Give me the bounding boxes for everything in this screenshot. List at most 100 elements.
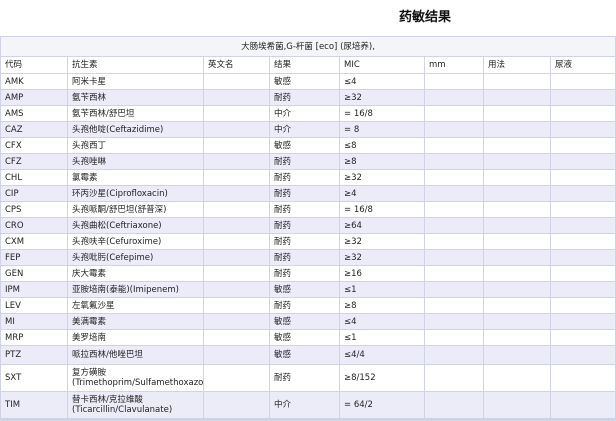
result-cell: 敏感: [270, 330, 339, 345]
mm-cell: [425, 154, 483, 169]
code-cell: GEN: [1, 266, 67, 281]
result-row: MRP 美罗培南 敏感 ≤1: [1, 330, 615, 345]
result-row: AMS 氨苄西林/舒巴坦 中介 = 16/8: [1, 106, 615, 121]
mic-cell: ≥4: [340, 186, 424, 201]
urine-cell: [551, 266, 615, 281]
result-row: FEP 头孢吡肟(Cefepime) 耐药 ≥32: [1, 250, 615, 265]
mic-cell: ≥32: [340, 90, 424, 105]
usage-cell: [484, 218, 550, 233]
antibiotic-english: (Trimethoprim/Sulfamethoxazole): [72, 378, 203, 388]
antibiotic-cell: 美满霉素: [68, 314, 203, 329]
code-cell: MRP: [1, 330, 67, 345]
usage-cell: [484, 330, 550, 345]
mm-cell: [425, 106, 483, 121]
result-cell: 敏感: [270, 314, 339, 329]
column-header: 代码: [1, 57, 67, 73]
usage-cell: [484, 266, 550, 281]
result-row: CFX 头孢西丁 敏感 ≤8: [1, 138, 615, 153]
result-row: CXM 头孢呋辛(Cefuroxime) 耐药 ≥32: [1, 234, 615, 249]
result-cell: 中介: [270, 392, 339, 418]
code-cell: IPM: [1, 282, 67, 297]
usage-cell: [484, 186, 550, 201]
mm-cell: [425, 282, 483, 297]
antibiotic-cell: 替卡西林/克拉维酸 (Ticarcillin/Clavulanate): [68, 392, 203, 418]
urine-cell: [551, 365, 615, 391]
antibiotic-cell: 阿米卡星: [68, 74, 203, 89]
urine-cell: [551, 282, 615, 297]
result-row: TIM 替卡西林/克拉维酸 (Ticarcillin/Clavulanate) 中介 =…: [1, 392, 615, 418]
antibiotic-name: 阿米卡星: [72, 76, 107, 87]
mm-cell: [425, 266, 483, 281]
column-header: 英文名: [204, 57, 269, 73]
english-name-cell: [204, 106, 269, 121]
english-name-cell: [204, 234, 269, 249]
urine-cell: [551, 202, 615, 217]
mic-cell: ≤1: [340, 330, 424, 345]
usage-cell: [484, 282, 550, 297]
antibiotic-name: 氨苄西林/舒巴坦: [72, 108, 135, 119]
code-cell: CFX: [1, 138, 67, 153]
code-cell: AMK: [1, 74, 67, 89]
urine-cell: [551, 170, 615, 185]
mm-cell: [425, 346, 483, 364]
urine-cell: [551, 106, 615, 121]
results-table: 大肠埃希菌,G-杆菌 [eco] (尿培养), 代码 抗生素 英文名 结果 MIC mm 用…: [0, 36, 616, 419]
mm-cell: [425, 392, 483, 418]
antibiotic-cell: 亚胺培南(泰能)(Imipenem): [68, 282, 203, 297]
usage-cell: [484, 365, 550, 391]
usage-cell: [484, 122, 550, 137]
result-cell: 中介: [270, 106, 339, 121]
antibiotic-cell: 哌拉西林/他唑巴坦: [68, 346, 203, 364]
english-name-cell: [204, 186, 269, 201]
column-header: 抗生素: [68, 57, 203, 73]
english-name-cell: [204, 218, 269, 233]
usage-cell: [484, 154, 550, 169]
mm-cell: [425, 186, 483, 201]
result-row: LEV 左氧氟沙星 耐药 ≥8: [1, 298, 615, 313]
column-header: 用法: [484, 57, 550, 73]
urine-cell: [551, 250, 615, 265]
antibiotic-cell: 头孢曲松(Ceftriaxone): [68, 218, 203, 233]
antibiotic-name: 亚胺培南(泰能)(Imipenem): [72, 284, 179, 295]
antibiotic-cell: 庆大霉素: [68, 266, 203, 281]
result-row: SXT 复方磺胺 (Trimethoprim/Sulfamethoxazole) 耐药…: [1, 365, 615, 391]
urine-cell: [551, 154, 615, 169]
usage-cell: [484, 74, 550, 89]
mm-cell: [425, 365, 483, 391]
usage-cell: [484, 392, 550, 418]
result-cell: 耐药: [270, 90, 339, 105]
antibiotic-cell: 环丙沙星(Ciprofloxacin): [68, 186, 203, 201]
usage-cell: [484, 90, 550, 105]
antibiotic-cell: 氨苄西林/舒巴坦: [68, 106, 203, 121]
antibiotic-name: 美满霉素: [72, 316, 107, 327]
antibiotic-cell: 氯霉素: [68, 170, 203, 185]
code-cell: TIM: [1, 392, 67, 418]
page-title: 药敏结果: [398, 10, 451, 25]
result-cell: 敏感: [270, 74, 339, 89]
usage-cell: [484, 170, 550, 185]
result-row: CFZ 头孢唑啉 耐药 ≥8: [1, 154, 615, 169]
mic-cell: ≤1: [340, 282, 424, 297]
english-name-cell: [204, 298, 269, 313]
result-cell: 敏感: [270, 138, 339, 153]
code-cell: AMP: [1, 90, 67, 105]
urine-cell: [551, 314, 615, 329]
result-row: CPS 头孢哌酮/舒巴坦(舒普深) 耐药 = 16/8: [1, 202, 615, 217]
urine-cell: [551, 186, 615, 201]
english-name-cell: [204, 365, 269, 391]
result-cell: 耐药: [270, 234, 339, 249]
english-name-cell: [204, 122, 269, 137]
antibiotic-cell: 头孢西丁: [68, 138, 203, 153]
antibiotic-name: 左氧氟沙星: [72, 300, 115, 311]
result-cell: 耐药: [270, 365, 339, 391]
antibiotic-cell: 氨苄西林: [68, 90, 203, 105]
mic-cell: ≥32: [340, 170, 424, 185]
code-cell: CIP: [1, 186, 67, 201]
urine-cell: [551, 218, 615, 233]
result-cell: 耐药: [270, 170, 339, 185]
result-row: AMP 氨苄西林 耐药 ≥32: [1, 90, 615, 105]
mm-cell: [425, 250, 483, 265]
mic-cell: ≥8: [340, 298, 424, 313]
table-body: 大肠埃希菌,G-杆菌 [eco] (尿培养), 代码 抗生素 英文名 结果 MIC mm 用…: [1, 37, 615, 418]
